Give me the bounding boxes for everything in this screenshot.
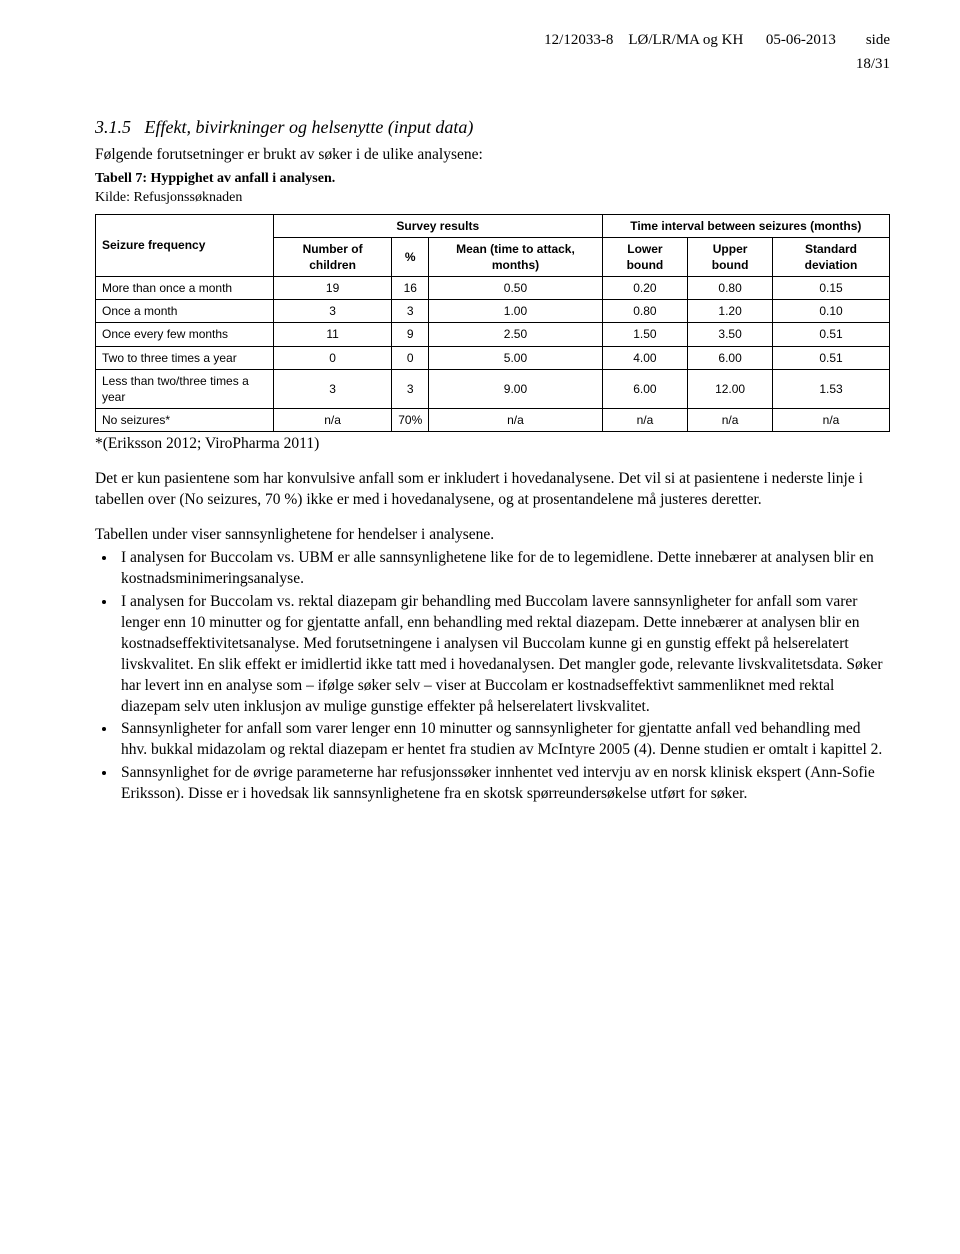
cell-upper: 1.20 xyxy=(688,300,773,323)
seizure-table: Seizure frequency Survey results Time in… xyxy=(95,214,890,433)
cell-std: 0.15 xyxy=(773,277,890,300)
cell-std: 0.51 xyxy=(773,323,890,346)
cell-mean: 0.50 xyxy=(429,277,602,300)
th-upper: Upper bound xyxy=(688,237,773,276)
th-pct: % xyxy=(392,237,429,276)
th-lower: Lower bound xyxy=(602,237,687,276)
table-row: Once a month 3 3 1.00 0.80 1.20 0.10 xyxy=(96,300,890,323)
cell-mean: 5.00 xyxy=(429,346,602,369)
cell-upper: 12.00 xyxy=(688,369,773,408)
table-caption: Tabell 7: Hyppighet av anfall i analysen… xyxy=(95,170,890,189)
paragraph-2: Tabellen under viser sannsynlighetene fo… xyxy=(95,525,890,546)
cell-lower: 0.80 xyxy=(602,300,687,323)
cell-label: Less than two/three times a year xyxy=(96,369,274,408)
table-row: No seizures* n/a 70% n/a n/a n/a n/a xyxy=(96,409,890,432)
th-mean: Mean (time to attack, months) xyxy=(429,237,602,276)
cell-mean: 1.00 xyxy=(429,300,602,323)
cell-label: More than once a month xyxy=(96,277,274,300)
cell-mean: 2.50 xyxy=(429,323,602,346)
cell-upper: n/a xyxy=(688,409,773,432)
cell-lower: n/a xyxy=(602,409,687,432)
bullet-list: I analysen for Buccolam vs. UBM er alle … xyxy=(95,548,890,805)
table-row: Once every few months 11 9 2.50 1.50 3.5… xyxy=(96,323,890,346)
doc-header-page: 18/31 xyxy=(95,54,890,74)
th-std: Standard deviation xyxy=(773,237,890,276)
cell-std: 0.10 xyxy=(773,300,890,323)
cell-upper: 6.00 xyxy=(688,346,773,369)
section-title: Effekt, bivirkninger og helsenytte (inpu… xyxy=(145,117,474,137)
section-number: 3.1.5 xyxy=(95,117,131,137)
table-subcaption: Kilde: Refusjonssøknaden xyxy=(95,189,890,208)
section-intro: Følgende forutsetninger er brukt av søke… xyxy=(95,145,890,166)
cell-num: n/a xyxy=(273,409,391,432)
cell-upper: 3.50 xyxy=(688,323,773,346)
cell-num: 3 xyxy=(273,369,391,408)
th-survey: Survey results xyxy=(273,214,602,237)
paragraph-1: Det er kun pasientene som har konvulsive… xyxy=(95,469,890,511)
th-interval: Time interval between seizures (months) xyxy=(602,214,889,237)
cell-std: 0.51 xyxy=(773,346,890,369)
cell-num: 19 xyxy=(273,277,391,300)
table-row: More than once a month 19 16 0.50 0.20 0… xyxy=(96,277,890,300)
cell-label: No seizures* xyxy=(96,409,274,432)
cell-num: 11 xyxy=(273,323,391,346)
section-heading: 3.1.5 Effekt, bivirkninger og helsenytte… xyxy=(95,115,890,139)
table-header-row-1: Seizure frequency Survey results Time in… xyxy=(96,214,890,237)
list-item: I analysen for Buccolam vs. UBM er alle … xyxy=(117,548,890,590)
cell-pct: 3 xyxy=(392,369,429,408)
cell-num: 0 xyxy=(273,346,391,369)
doc-header-line: 12/12033-8 LØ/LR/MA og KH 05-06-2013 sid… xyxy=(95,30,890,50)
cell-pct: 3 xyxy=(392,300,429,323)
cell-pct: 9 xyxy=(392,323,429,346)
cell-label: Once every few months xyxy=(96,323,274,346)
cell-label: Two to three times a year xyxy=(96,346,274,369)
cell-pct: 70% xyxy=(392,409,429,432)
cell-label: Once a month xyxy=(96,300,274,323)
cell-lower: 1.50 xyxy=(602,323,687,346)
list-item: Sannsynlighet for de øvrige parameterne … xyxy=(117,763,890,805)
th-frequency: Seizure frequency xyxy=(96,214,274,277)
cell-mean: n/a xyxy=(429,409,602,432)
list-item: Sannsynligheter for anfall som varer len… xyxy=(117,719,890,761)
table-row: Two to three times a year 0 0 5.00 4.00 … xyxy=(96,346,890,369)
cell-pct: 16 xyxy=(392,277,429,300)
table-footnote: *(Eriksson 2012; ViroPharma 2011) xyxy=(95,434,890,455)
cell-std: n/a xyxy=(773,409,890,432)
cell-mean: 9.00 xyxy=(429,369,602,408)
th-num: Number of children xyxy=(273,237,391,276)
cell-upper: 0.80 xyxy=(688,277,773,300)
cell-pct: 0 xyxy=(392,346,429,369)
cell-std: 1.53 xyxy=(773,369,890,408)
table-row: Less than two/three times a year 3 3 9.0… xyxy=(96,369,890,408)
cell-num: 3 xyxy=(273,300,391,323)
cell-lower: 6.00 xyxy=(602,369,687,408)
cell-lower: 4.00 xyxy=(602,346,687,369)
list-item: I analysen for Buccolam vs. rektal diaze… xyxy=(117,592,890,718)
cell-lower: 0.20 xyxy=(602,277,687,300)
